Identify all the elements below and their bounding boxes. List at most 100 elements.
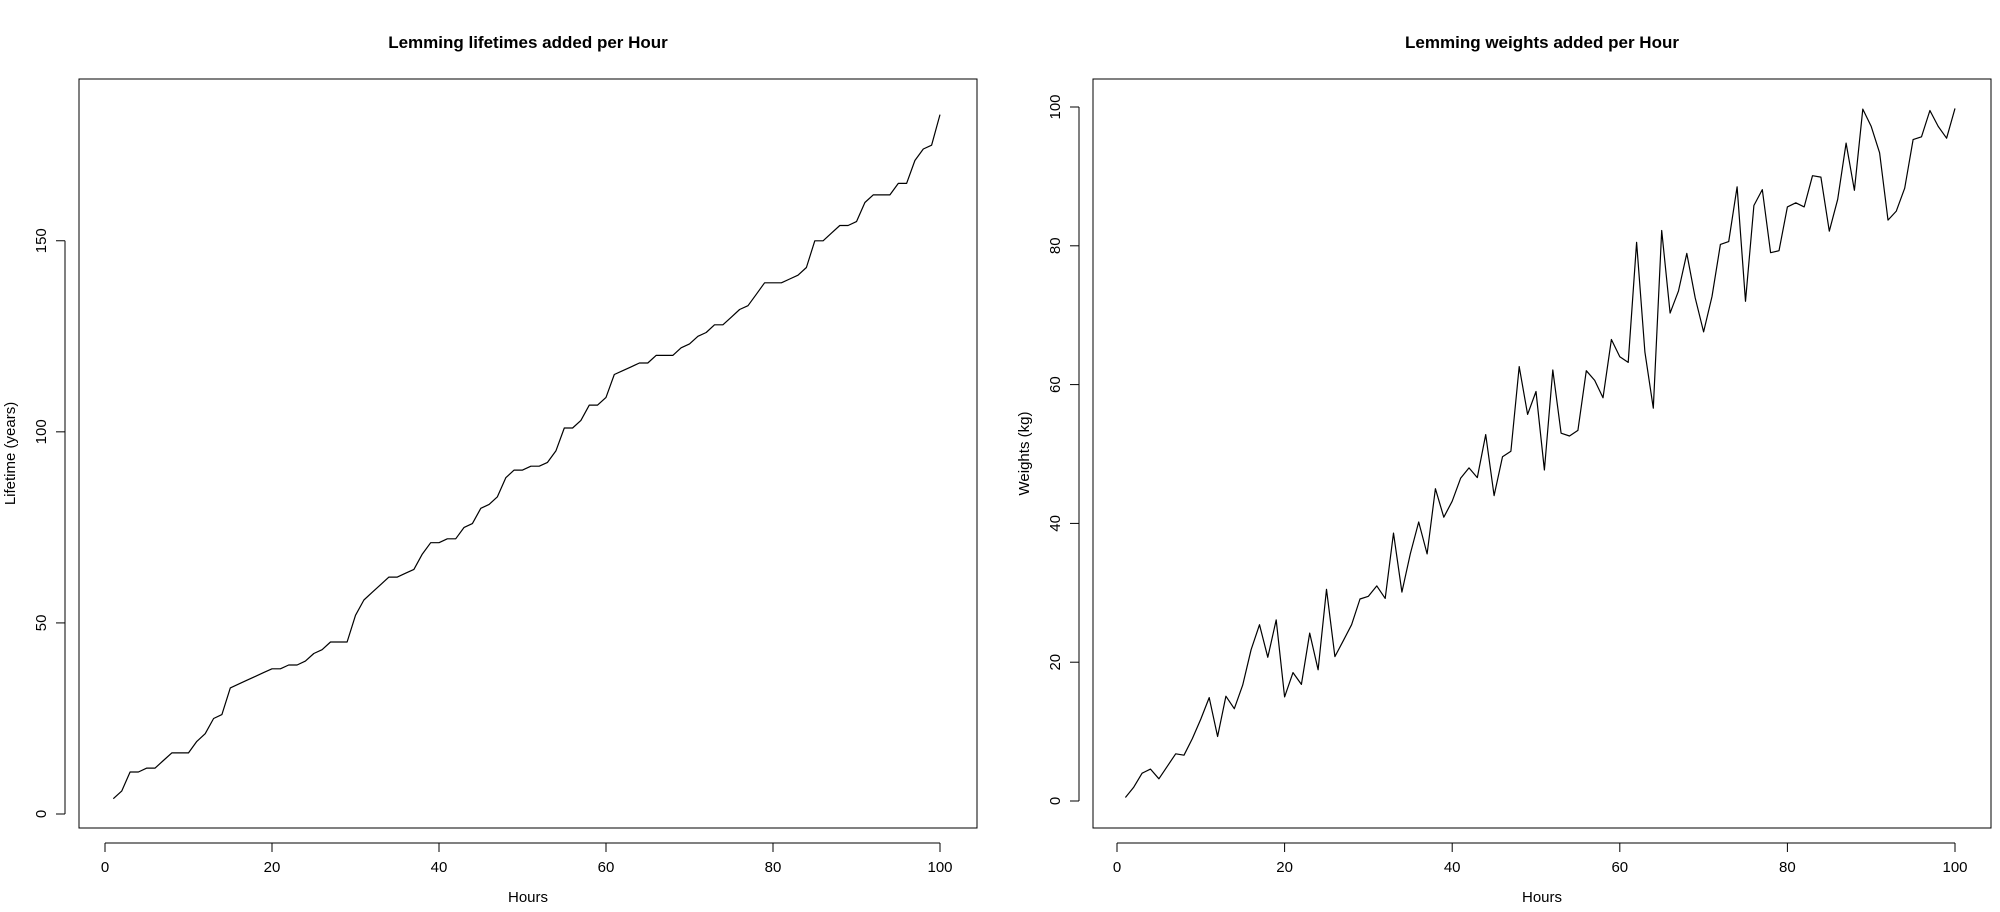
x-tick-label: 20: [1276, 859, 1293, 876]
data-point: [1519, 366, 1520, 367]
data-point: [1142, 773, 1143, 774]
data-point: [1720, 244, 1721, 245]
data-point: [288, 664, 289, 665]
data-point: [1477, 477, 1478, 478]
x-tick-label: 60: [598, 859, 615, 876]
data-point: [163, 760, 164, 761]
data-point: [1778, 250, 1779, 251]
data-point: [1443, 517, 1444, 518]
data-point: [1795, 202, 1796, 203]
data-point: [714, 324, 715, 325]
data-point: [689, 343, 690, 344]
data-point: [1410, 553, 1411, 554]
data-point: [255, 676, 256, 677]
data-point: [514, 470, 515, 471]
data-point: [1150, 769, 1151, 770]
data-point: [130, 771, 131, 772]
data-point: [522, 470, 523, 471]
data-point: [1954, 108, 1955, 109]
data-point: [672, 355, 673, 356]
data-point: [1695, 297, 1696, 298]
data-point: [697, 336, 698, 337]
data-point: [1460, 478, 1461, 479]
data-point: [831, 233, 832, 234]
data-point: [1636, 242, 1637, 243]
data-point: [1535, 391, 1536, 392]
data-point: [647, 362, 648, 363]
data-point: [1770, 252, 1771, 253]
data-point: [1846, 143, 1847, 144]
data-point: [480, 508, 481, 509]
data-point: [1762, 189, 1763, 190]
data-point: [1502, 456, 1503, 457]
data-point: [881, 194, 882, 195]
data-point: [1393, 533, 1394, 534]
data-point: [589, 405, 590, 406]
plot-frame: [1092, 78, 1992, 829]
data-point: [1326, 589, 1327, 590]
x-tick-label: 100: [927, 859, 952, 876]
data-point: [1284, 696, 1285, 697]
data-point: [464, 527, 465, 528]
data-point: [330, 641, 331, 642]
data-point: [388, 577, 389, 578]
data-point: [1619, 356, 1620, 357]
data-point: [1158, 778, 1159, 779]
data-point: [605, 397, 606, 398]
data-point: [1594, 380, 1595, 381]
data-point: [564, 427, 565, 428]
y-axis-label: Lifetime (years): [2, 402, 19, 505]
data-point: [1251, 649, 1252, 650]
data-point: [939, 114, 940, 115]
data-point: [1929, 110, 1930, 111]
data-point: [238, 684, 239, 685]
data-point: [1485, 434, 1486, 435]
data-point: [722, 324, 723, 325]
data-point: [931, 145, 932, 146]
data-point: [1334, 656, 1335, 657]
data-point: [656, 355, 657, 356]
data-point: [1552, 369, 1553, 370]
data-point: [1602, 397, 1603, 398]
data-point: [1376, 585, 1377, 586]
x-tick-label: 40: [431, 859, 448, 876]
data-point: [1703, 331, 1704, 332]
data-point: [1217, 736, 1218, 737]
data-point: [1259, 624, 1260, 625]
data-point: [630, 366, 631, 367]
data-point: [1804, 206, 1805, 207]
data-point: [1125, 797, 1126, 798]
data-point: [1896, 211, 1897, 212]
data-point: [1577, 430, 1578, 431]
data-point: [1879, 152, 1880, 153]
chart-title: Lemming weights added per Hour: [1405, 33, 1679, 52]
data-point: [271, 668, 272, 669]
data-point: [1183, 755, 1184, 756]
data-point: [213, 718, 214, 719]
data-point: [1644, 351, 1645, 352]
data-point: [1494, 495, 1495, 496]
data-point: [430, 542, 431, 543]
data-point: [806, 267, 807, 268]
y-tick-label: 150: [33, 228, 50, 253]
data-point: [1946, 138, 1947, 139]
data-point: [1301, 684, 1302, 685]
data-point: [1309, 633, 1310, 634]
data-point: [1385, 598, 1386, 599]
x-tick-label: 0: [1113, 859, 1121, 876]
data-point: [472, 523, 473, 524]
data-point: [205, 733, 206, 734]
data-point: [1175, 753, 1176, 754]
data-point: [1561, 433, 1562, 434]
y-axis-label: Weights (kg): [1016, 412, 1033, 496]
data-point: [413, 569, 414, 570]
data-point: [614, 374, 615, 375]
data-point: [372, 592, 373, 593]
data-point: [747, 305, 748, 306]
data-point: [305, 661, 306, 662]
data-point: [188, 752, 189, 753]
data-point: [1829, 231, 1830, 232]
data-point: [1167, 766, 1168, 767]
data-point: [781, 282, 782, 283]
